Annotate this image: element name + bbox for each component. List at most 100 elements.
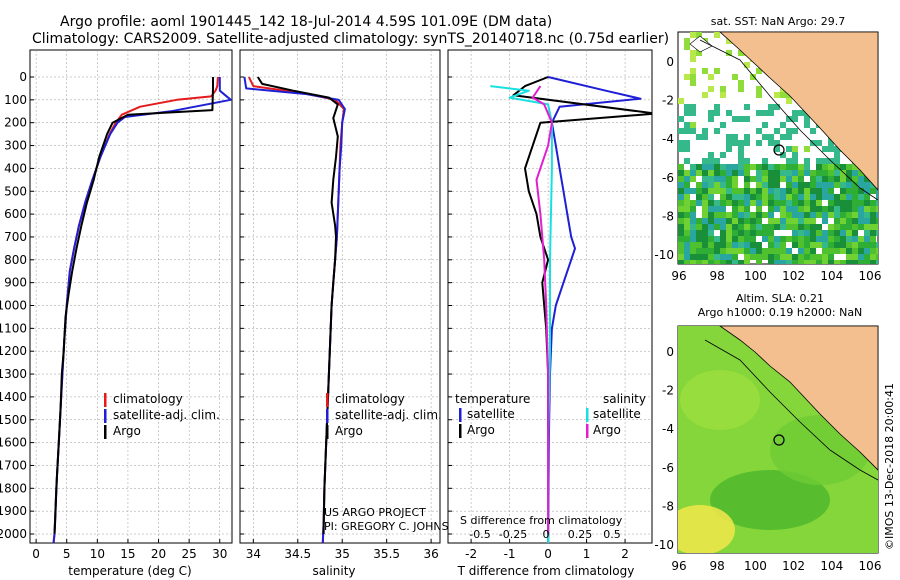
- lat-tick-label: -8: [662, 499, 674, 513]
- sst-cell: [804, 242, 810, 248]
- sst-cell: [726, 236, 732, 242]
- sst-cell: [726, 134, 732, 140]
- sst-cell: [858, 188, 864, 194]
- sst-cell: [768, 260, 774, 264]
- sst-cell: [720, 152, 726, 158]
- sst-cell: [834, 146, 840, 152]
- sst-cell: [774, 176, 780, 182]
- sst-cell: [780, 260, 786, 264]
- sst-cell: [708, 230, 714, 236]
- sst-cell: [852, 200, 858, 206]
- sst-cell: [738, 242, 744, 248]
- temperature-plot-frame: [29, 49, 233, 544]
- sst-cell: [744, 182, 750, 188]
- lon-tick-label: 100: [744, 269, 767, 283]
- sst-cell: [750, 254, 756, 260]
- sst-cell: [804, 248, 810, 254]
- sst-cell: [690, 200, 696, 206]
- sst-cell: [720, 254, 726, 260]
- x-tick-label: 0: [544, 547, 552, 561]
- sst-cell: [828, 146, 834, 152]
- sst-cell: [708, 212, 714, 218]
- sst-cell: [750, 212, 756, 218]
- sst-cell: [690, 242, 696, 248]
- sst-cell: [876, 248, 878, 254]
- sst-cell: [798, 176, 804, 182]
- sst-cell: [732, 236, 738, 242]
- sst-cell: [720, 122, 726, 128]
- sst-cell: [750, 230, 756, 236]
- sst-cell: [786, 170, 792, 176]
- sst-cell: [738, 170, 744, 176]
- sst-cell: [768, 182, 774, 188]
- sst-cell: [726, 260, 732, 264]
- sst-cell: [750, 200, 756, 206]
- sst-cell: [774, 224, 780, 230]
- depth-tick-labels: 0 100 200 300 400 500 600 700 800 900 1000 1100 1200…: [0, 70, 27, 541]
- sst-cell: [792, 188, 798, 194]
- legend-label-argo-sal: Argo: [593, 423, 621, 437]
- sst-cell: [744, 254, 750, 260]
- sst-cell: [732, 254, 738, 260]
- sst-cell: [840, 236, 846, 242]
- sst-cell: [696, 260, 702, 264]
- sst-cell: [804, 206, 810, 212]
- sst-cell: [864, 188, 870, 194]
- sst-cell: [840, 212, 846, 218]
- sst-cell: [708, 170, 714, 176]
- depth-tick-label: 1800: [0, 481, 27, 495]
- sst-cell: [780, 164, 786, 170]
- sst-cell: [714, 254, 720, 260]
- sst-cell: [798, 188, 804, 194]
- sst-cell: [702, 134, 708, 140]
- sst-cell: [834, 212, 840, 218]
- sst-cell: [762, 212, 768, 218]
- sla-map-title-1: Altim. SLA: 0.21: [736, 292, 824, 305]
- legend-label-satellite: satellite-adj. clim.: [113, 408, 220, 422]
- sst-cell: [678, 188, 684, 194]
- x-tick-label: -1: [504, 547, 516, 561]
- sst-cell: [744, 164, 750, 170]
- sst-cell: [768, 254, 774, 260]
- legend-swatch-satellite: [326, 409, 329, 423]
- sst-cell: [684, 212, 690, 218]
- sst-cell: [810, 260, 816, 264]
- sst-cell: [780, 188, 786, 194]
- sst-cell: [792, 170, 798, 176]
- sst-cell: [744, 218, 750, 224]
- imos-footer: ©IMOS 13-Dec-2018 20:00:41: [883, 383, 896, 550]
- legend-swatch-argo-sal: [586, 424, 589, 438]
- legend-label-argo: Argo: [335, 424, 363, 438]
- sst-cell: [726, 224, 732, 230]
- sst-cell: [720, 86, 726, 92]
- legend-label-climatology: climatology: [335, 392, 405, 406]
- sst-cell: [816, 230, 822, 236]
- sst-cell: [864, 200, 870, 206]
- sst-cell: [684, 74, 690, 80]
- sst-cell: [804, 122, 810, 128]
- sst-cell: [870, 188, 876, 194]
- sst-cell: [714, 158, 720, 164]
- sst-cell: [774, 194, 780, 200]
- sst-cell: [834, 248, 840, 254]
- sst-cell: [870, 206, 876, 212]
- sst-cell: [852, 230, 858, 236]
- sst-cell: [756, 230, 762, 236]
- sst-cell: [738, 50, 744, 56]
- sst-cell: [732, 134, 738, 140]
- lat-tick-label: -6: [662, 461, 674, 475]
- sst-cell: [864, 194, 870, 200]
- legend-swatch-sat-temp: [459, 408, 462, 422]
- sst-cell: [786, 176, 792, 182]
- sst-cell: [690, 68, 696, 74]
- sst-cell: [678, 128, 684, 134]
- sst-cell: [786, 254, 792, 260]
- sst-cell: [774, 206, 780, 212]
- temperature-legend: climatology satellite-adj. clim. Argo: [104, 392, 220, 439]
- sst-cell: [816, 188, 822, 194]
- sst-cell: [678, 206, 684, 212]
- sst-cell: [684, 230, 690, 236]
- sst-cell: [768, 224, 774, 230]
- sst-cell: [816, 182, 822, 188]
- sst-cell: [852, 242, 858, 248]
